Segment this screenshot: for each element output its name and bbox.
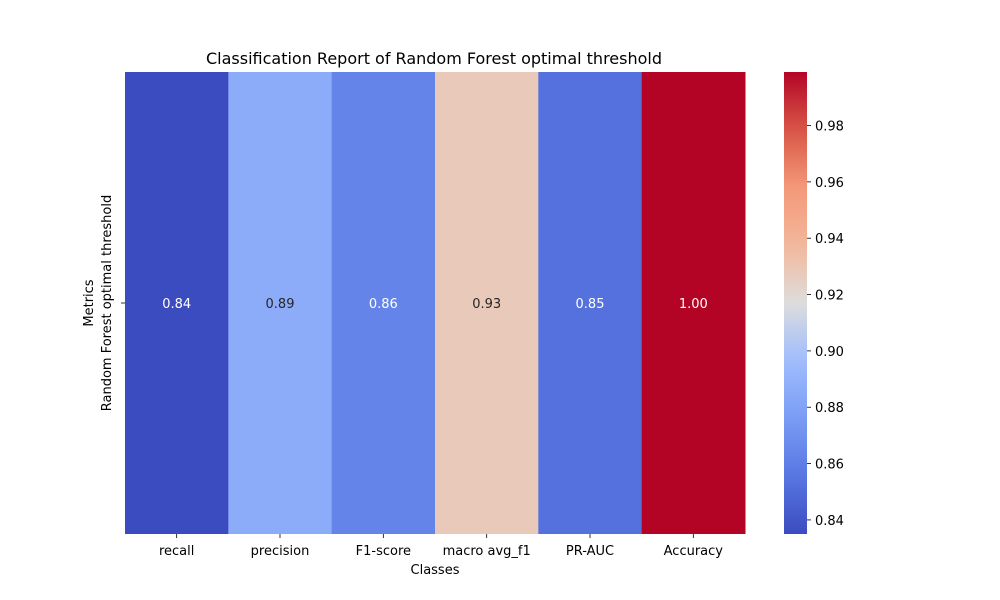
x-tick-label: recall [159, 544, 194, 559]
colorbar-tick-label: 0.94 [815, 232, 844, 247]
colorbar-tick-label: 0.90 [815, 345, 844, 360]
heatmap-cells [125, 72, 746, 534]
heatmap-cell-precision [228, 72, 333, 534]
x-axis-ticks: recall precision F1-score macro avg_f1 PR-AU… [159, 534, 723, 559]
colorbar-tick-label: 0.86 [815, 458, 844, 473]
heatmap-cell-pr-auc [538, 72, 643, 534]
chart-title: Classification Report of Random Forest o… [206, 49, 662, 68]
y-axis-label: Metrics [82, 279, 97, 326]
colorbar-tick-label: 0.98 [815, 120, 844, 135]
x-tick-label: Accuracy [664, 544, 724, 559]
heatmap-cell-recall [125, 72, 229, 534]
x-tick-label: macro avg_f1 [443, 544, 531, 559]
cell-value-label: 1.00 [679, 297, 708, 312]
colorbar [784, 72, 807, 534]
colorbar-ticks: 0.84 0.86 0.88 0.90 0.92 0.94 0.96 0.98 [807, 120, 844, 529]
heatmap-cell-accuracy [641, 72, 746, 534]
colorbar-tick-label: 0.96 [815, 176, 844, 191]
x-tick-label: precision [251, 544, 310, 559]
cell-value-label: 0.84 [162, 297, 191, 312]
cell-value-label: 0.93 [472, 297, 501, 312]
cell-value-label: 0.89 [266, 297, 295, 312]
cell-value-label: 0.85 [576, 297, 605, 312]
heatmap-cell-f1-score [331, 72, 436, 534]
colorbar-tick-label: 0.92 [815, 289, 844, 304]
x-axis-label: Classes [411, 563, 460, 578]
x-tick-label: PR-AUC [566, 544, 614, 559]
colorbar-tick-label: 0.84 [815, 514, 844, 529]
cell-value-label: 0.86 [369, 297, 398, 312]
heatmap-cell-macro-avg-f1 [435, 72, 539, 534]
y-tick-label: Random Forest optimal threshold [100, 195, 115, 412]
x-tick-label: F1-score [356, 544, 411, 559]
colorbar-tick-label: 0.88 [815, 401, 844, 416]
heatmap-cell-labels: 0.84 0.89 0.86 0.93 0.85 1.00 [162, 297, 708, 312]
